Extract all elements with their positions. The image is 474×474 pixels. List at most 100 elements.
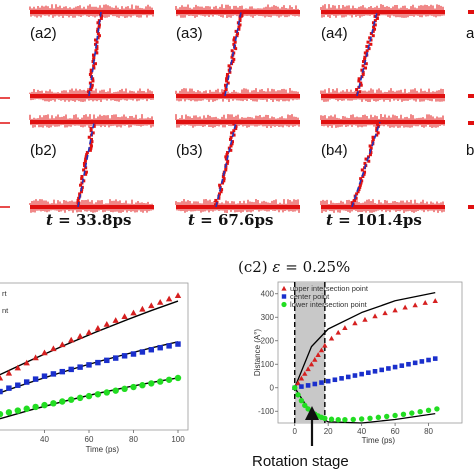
data-point [121,313,128,320]
atom-dot [369,151,373,155]
atom-dot [363,170,367,174]
atom-dot [356,190,360,194]
data-point [68,396,75,403]
atom-dot [225,161,229,165]
atom-dot [233,36,237,40]
atom-dot [97,23,101,27]
atom-dot [238,23,242,27]
data-point [94,325,102,331]
data-point [325,378,331,384]
panel-label-b3: (b3) [176,142,203,159]
data-point [308,361,315,367]
atom-dot [238,16,242,20]
data-point [315,352,321,358]
data-point [419,359,425,364]
legend-entry: upper intersection point [290,284,369,293]
y-tick-label: 300 [261,313,275,322]
atom-dot [76,198,80,202]
time-symbol-1: t [46,211,53,229]
atom-dot [353,198,357,202]
atom-dot [358,183,362,187]
time-symbol-2: t [188,211,195,229]
atom-dot [222,177,226,181]
atom-dot [234,127,238,131]
data-point [302,402,308,409]
atom-dot [224,155,228,159]
rotation-stage-arrow-head [305,406,319,420]
data-point [352,373,358,378]
data-point [382,310,388,316]
data-point [14,364,21,371]
data-point [319,380,324,385]
data-point [86,362,92,368]
atom-dot [234,47,238,51]
atom-dot [225,153,229,157]
data-point [148,380,155,387]
data-point [292,385,298,391]
legend-entry: center point [290,292,330,301]
data-point [76,332,84,339]
atom-dot [95,51,99,55]
atom-dot [84,172,88,176]
data-point [166,343,172,349]
atom-dot [82,161,86,165]
atom-dot [229,135,233,139]
atom-dot [91,131,95,135]
atom-dot [77,196,81,200]
atom-dot [84,155,88,159]
data-point [85,329,93,335]
atom-dot [90,83,94,87]
atom-dot [232,38,236,42]
atom-dot [350,201,354,205]
data-point [139,349,146,355]
data-point [302,370,308,376]
atom-dot [371,34,375,38]
atom-dot [80,177,84,181]
atom-dot [375,127,379,131]
data-point [165,295,173,302]
y-axis-label: Distance (A°) [253,329,262,377]
data-point [402,304,408,310]
data-point [412,360,418,366]
data-point [0,374,4,381]
data-point [322,342,328,348]
chart-c2: -100 0 100 200 300 400 0 20 40 60 80 Time (ps) Dista… [253,281,463,445]
atom-band [30,10,154,14]
atom-dot [369,42,373,46]
atom-dot [368,36,372,40]
atom-dot [220,188,224,192]
atom-dot [357,77,361,81]
atom-dot [237,27,241,31]
data-point [299,384,304,389]
dislocation-fit-line [351,121,381,208]
dislocation-fit-line [77,121,95,208]
data-point [76,394,84,402]
atom-dot [229,148,233,152]
atom-dot [371,137,375,141]
data-point [426,357,431,363]
legend-fragment-2: nt [2,306,9,315]
data-point [50,400,57,407]
atom-dot [88,94,92,98]
data-point [5,369,13,376]
data-point [339,376,344,381]
atom-dot [82,179,86,183]
atom-dot [214,198,218,202]
atom-dot [223,83,227,87]
data-point [41,373,48,379]
atom-dot [92,124,96,128]
data-point [342,417,348,423]
atom-dot [91,53,95,57]
atom-dot [363,51,367,55]
data-point [318,347,325,353]
atom-dot [373,19,377,23]
atom-dot [368,144,372,148]
data-point [392,412,398,419]
atom-dot [227,64,231,68]
legend-marker [281,285,287,291]
atom-dot [84,170,88,174]
panel-label-a2: (a2) [30,25,57,42]
data-point [328,416,335,422]
data-point [384,413,390,420]
atom-dot [236,32,240,36]
